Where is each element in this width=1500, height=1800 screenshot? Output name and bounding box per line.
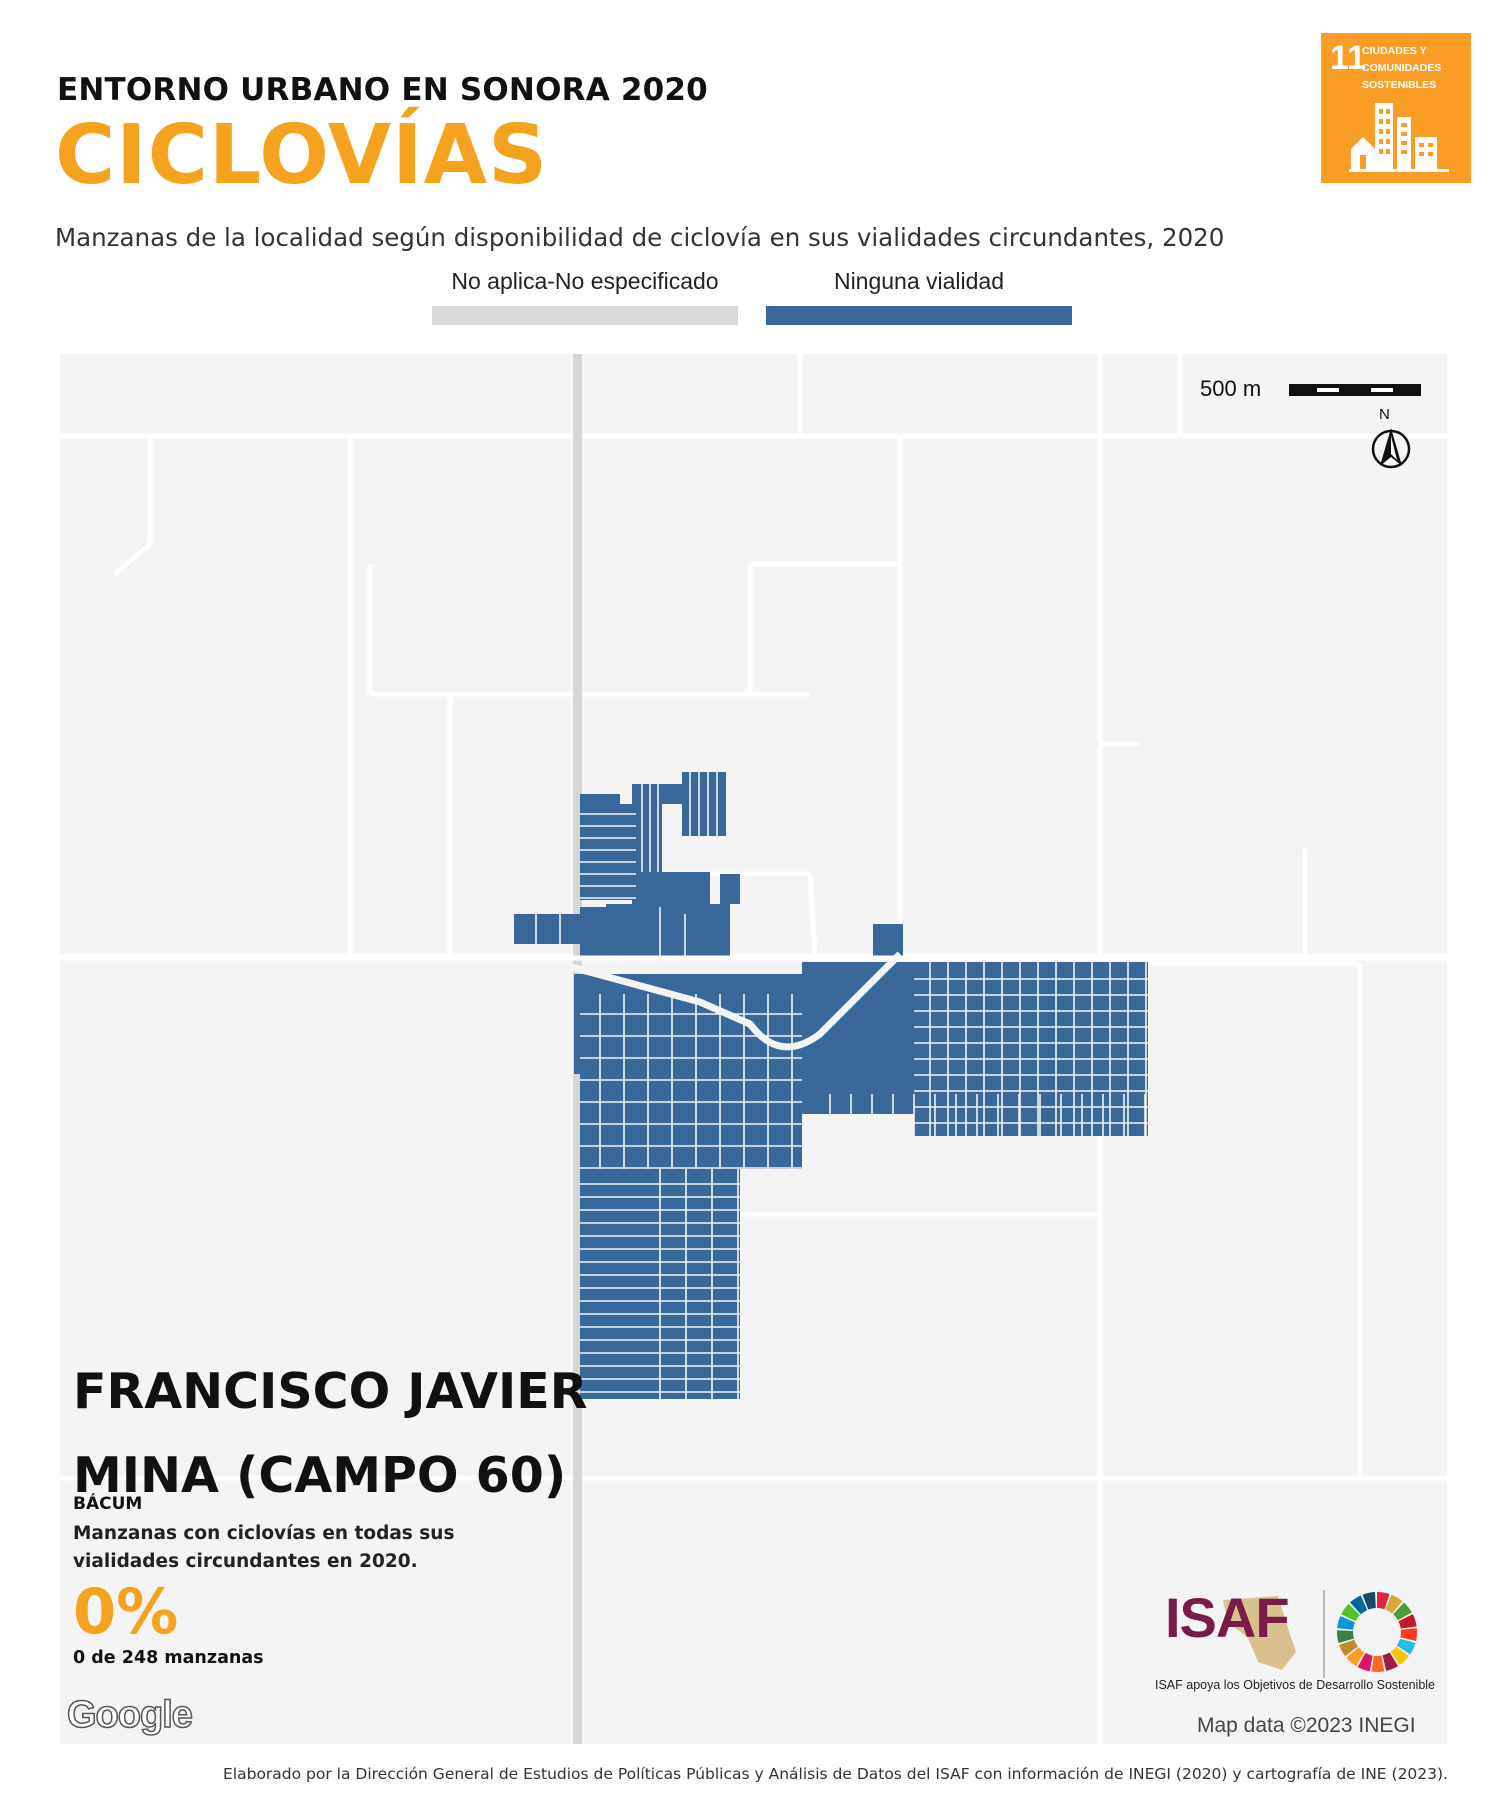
map-panel[interactable] (60, 354, 1447, 1744)
sdg-number: 11 (1330, 39, 1366, 77)
map-attribution: Map data ©2023 INEGI (1197, 1714, 1416, 1737)
sdg-wheel-segment (1346, 1647, 1365, 1667)
urban-block (914, 962, 1148, 1136)
north-arrow-icon (1371, 428, 1411, 469)
locality-name: FRANCISCO JAVIER MINA (CAMPO 60) (73, 1363, 588, 1504)
urban-block (648, 784, 684, 804)
urban-block (606, 904, 730, 959)
page-subtitle: Manzanas de la localidad según disponibi… (55, 223, 1225, 252)
sdg-wheel-segment (1362, 1592, 1376, 1610)
diagonal-avenue (559, 951, 903, 1051)
urban-block (574, 974, 582, 1074)
isaf-tagline: ISAF apoya los Objetivos de Desarrollo S… (1155, 1678, 1436, 1692)
urban-blocks (514, 772, 1148, 1399)
legend-label-no-aplica: No aplica-No especificado (451, 268, 719, 294)
sdg-wheel-segment (1371, 1655, 1385, 1672)
sdg-text-line: COMUNIDADES (1362, 62, 1442, 74)
sdg-wheel-segment (1350, 1595, 1368, 1615)
footer-credit: Elaborado por la Dirección General de Es… (223, 1765, 1448, 1783)
sdg-wheel-segment (1377, 1592, 1390, 1610)
legend-label-ninguna: Ninguna vialidad (833, 268, 1005, 294)
city-buildings-icon (1349, 103, 1449, 172)
isaf-logo: ISAF (1165, 1586, 1290, 1649)
sdg-11-badge: 11 CIUDADES Y COMUNIDADES SOSTENIBLES (1321, 33, 1471, 183)
scale-bar-icon (1289, 384, 1421, 396)
sdg-wheel-segment (1341, 1603, 1360, 1622)
map-canvas (60, 354, 1447, 1744)
sdg-wheel-segment (1398, 1614, 1417, 1629)
sdg-wheel-segment (1339, 1639, 1358, 1657)
sdg-wheel-segment (1400, 1628, 1417, 1642)
urban-block (682, 772, 726, 836)
page-title: CICLOVÍAS (55, 108, 549, 203)
sdg-wheel-segment (1390, 1646, 1409, 1665)
sonora-map-icon (1223, 1596, 1296, 1670)
legend-swatch-no-aplica (432, 306, 738, 325)
urban-block (580, 804, 636, 900)
urban-block (580, 794, 620, 804)
sdg-wheel-segment (1396, 1638, 1416, 1655)
urban-block (632, 872, 710, 904)
urban-block (720, 874, 740, 904)
sdg-text: CIUDADES Y COMUNIDADES SOSTENIBLES (1362, 43, 1441, 94)
urban-block (802, 962, 914, 1114)
urban-block (580, 907, 606, 959)
sdg-text-line: CIUDADES Y (1362, 45, 1427, 57)
scale-label: 500 m (1200, 376, 1262, 401)
urban-block (580, 1109, 802, 1169)
logo-divider (1323, 1590, 1325, 1678)
google-logo: Google (66, 1693, 193, 1737)
sdg-wheel-segment (1385, 1594, 1403, 1614)
sdg-wheel-segment (1337, 1615, 1356, 1630)
sdg-wheel-segment (1357, 1653, 1373, 1672)
municipio-name: BÁCUM (73, 1494, 143, 1514)
stat-count: 0 de 248 manzanas (73, 1648, 264, 1668)
stat-description: Manzanas con ciclovías en todas sus vial… (73, 1523, 455, 1572)
legend-swatch-ninguna (766, 306, 1072, 325)
report-kicker: ENTORNO URBANO EN SONORA 2020 (57, 72, 708, 108)
sdg-wheel-segment (1337, 1630, 1354, 1643)
north-label: N (1379, 406, 1390, 423)
sdg-wheel-segment (1393, 1602, 1412, 1621)
sdg-wheel-icon (1337, 1592, 1417, 1672)
sdg-wheel-segment (1382, 1652, 1399, 1671)
stat-value: 0% (73, 1575, 179, 1648)
sdg-text-line: SOSTENIBLES (1362, 79, 1437, 91)
